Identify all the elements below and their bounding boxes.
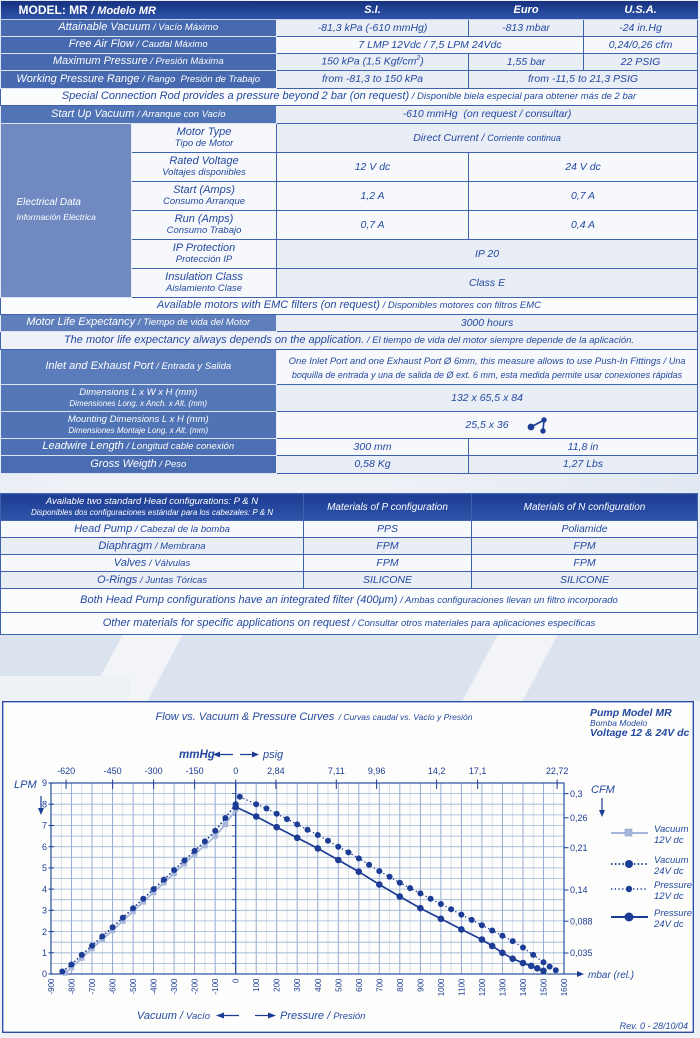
svg-text:0,14: 0,14	[570, 885, 588, 895]
svg-text:Vacuum: Vacuum	[654, 855, 689, 866]
svg-text:8: 8	[42, 799, 47, 809]
svg-text:0,088: 0,088	[570, 916, 593, 926]
svg-text:-300: -300	[170, 978, 179, 995]
svg-text:7,11: 7,11	[328, 766, 345, 776]
svg-text:mmHg: mmHg	[179, 749, 215, 761]
svg-text:Pressure / Presión: Pressure / Presión	[280, 1010, 365, 1022]
svg-text:Pump Model MR: Pump Model MR	[590, 707, 672, 719]
svg-text:1400: 1400	[519, 978, 528, 996]
svg-text:LPM: LPM	[14, 779, 37, 791]
svg-text:9,96: 9,96	[368, 766, 386, 776]
svg-text:14,2: 14,2	[428, 766, 446, 776]
svg-text:6: 6	[42, 842, 47, 852]
svg-text:Bomba Modelo: Bomba Modelo	[590, 718, 647, 728]
svg-text:-400: -400	[150, 978, 159, 995]
svg-text:-600: -600	[109, 978, 118, 995]
svg-text:-100: -100	[211, 978, 220, 995]
svg-text:0,035: 0,035	[570, 948, 593, 958]
svg-text:-700: -700	[88, 978, 97, 995]
svg-text:psig: psig	[262, 749, 284, 761]
svg-text:-200: -200	[191, 978, 200, 995]
svg-text:5: 5	[42, 863, 47, 873]
svg-text:3: 3	[42, 906, 47, 916]
svg-text:2,84: 2,84	[267, 766, 285, 776]
svg-text:1200: 1200	[478, 978, 487, 996]
svg-text:500: 500	[334, 978, 343, 992]
svg-text:Flow vs. Vacuum & Pressure Cur: Flow vs. Vacuum & Pressure Curves / Curv…	[156, 711, 473, 723]
svg-text:1100: 1100	[457, 978, 466, 996]
svg-text:24V dc: 24V dc	[653, 866, 684, 877]
svg-text:100: 100	[252, 978, 261, 992]
svg-text:-620: -620	[57, 766, 75, 776]
svg-text:-150: -150	[186, 766, 204, 776]
svg-text:0,26: 0,26	[570, 813, 588, 823]
svg-text:1600: 1600	[560, 978, 569, 996]
svg-text:Pressure: Pressure	[654, 880, 692, 891]
svg-text:400: 400	[314, 978, 323, 992]
svg-text:12V dc: 12V dc	[654, 835, 684, 846]
svg-text:Rev. 0 - 28/10/04: Rev. 0 - 28/10/04	[620, 1021, 688, 1031]
svg-text:200: 200	[273, 978, 282, 992]
svg-text:800: 800	[396, 978, 405, 992]
svg-text:-300: -300	[145, 766, 163, 776]
svg-text:17,1: 17,1	[469, 766, 487, 776]
svg-text:1500: 1500	[540, 978, 549, 996]
svg-text:12V dc: 12V dc	[654, 891, 684, 902]
svg-text:mbar (rel.): mbar (rel.)	[588, 970, 634, 981]
svg-text:1000: 1000	[437, 978, 446, 996]
svg-text:22,72: 22,72	[546, 766, 569, 776]
svg-text:600: 600	[355, 978, 364, 992]
svg-text:Voltage 12 & 24V dc: Voltage 12 & 24V dc	[590, 727, 690, 739]
svg-text:-800: -800	[68, 978, 77, 995]
svg-text:0,3: 0,3	[570, 789, 583, 799]
svg-text:700: 700	[375, 978, 384, 992]
svg-text:7: 7	[42, 821, 47, 831]
svg-text:-500: -500	[129, 978, 138, 995]
svg-text:300: 300	[293, 978, 302, 992]
svg-text:4: 4	[42, 884, 47, 894]
svg-text:Vacuum: Vacuum	[654, 824, 689, 835]
svg-text:Vacuum / Vacío: Vacuum / Vacío	[137, 1010, 210, 1022]
svg-text:1: 1	[42, 948, 47, 958]
svg-text:9: 9	[42, 778, 47, 788]
svg-text:-900: -900	[47, 978, 56, 995]
svg-text:0: 0	[42, 969, 47, 979]
svg-text:900: 900	[416, 978, 425, 992]
svg-text:0: 0	[232, 978, 241, 983]
svg-text:Pressure: Pressure	[654, 908, 692, 919]
svg-text:2: 2	[42, 927, 47, 937]
svg-text:CFM: CFM	[591, 784, 616, 796]
svg-text:24V dc: 24V dc	[653, 919, 684, 930]
svg-text:0,21: 0,21	[570, 843, 588, 853]
svg-text:1300: 1300	[498, 978, 507, 996]
svg-text:0: 0	[233, 766, 238, 776]
svg-text:-450: -450	[104, 766, 122, 776]
